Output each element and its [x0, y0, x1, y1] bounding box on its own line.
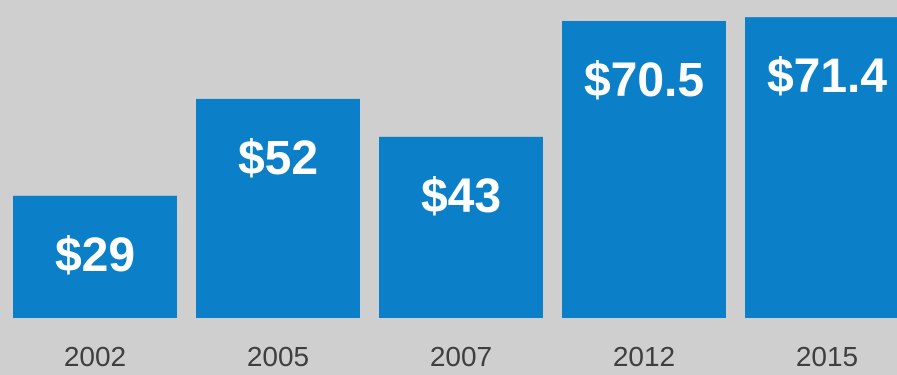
x-tick-label-2002: 2002: [64, 341, 126, 372]
value-labels-layer: $29 $52 $43 $70.5 $71.4: [55, 50, 887, 282]
x-tick-label-2005: 2005: [247, 341, 309, 372]
bar-value-label-2007: $43: [421, 170, 501, 223]
bar-2012: [562, 20, 726, 319]
bar-value-label-2015: $71.4: [767, 50, 887, 103]
x-axis-tick-labels: 2002 2005 2007 2012 2015: [64, 341, 858, 372]
x-tick-label-2015: 2015: [796, 341, 858, 372]
bar-value-label-2012: $70.5: [584, 54, 704, 107]
bars-layer: [13, 17, 897, 319]
bar-2005: [196, 98, 360, 318]
bar-2002: [13, 195, 177, 318]
bar-2015: [745, 17, 897, 318]
x-tick-label-2007: 2007: [430, 341, 492, 372]
bar-2007: [379, 136, 543, 318]
bar-value-label-2002: $29: [55, 229, 135, 282]
bar-value-label-2005: $52: [238, 132, 318, 185]
x-tick-label-2012: 2012: [613, 341, 675, 372]
